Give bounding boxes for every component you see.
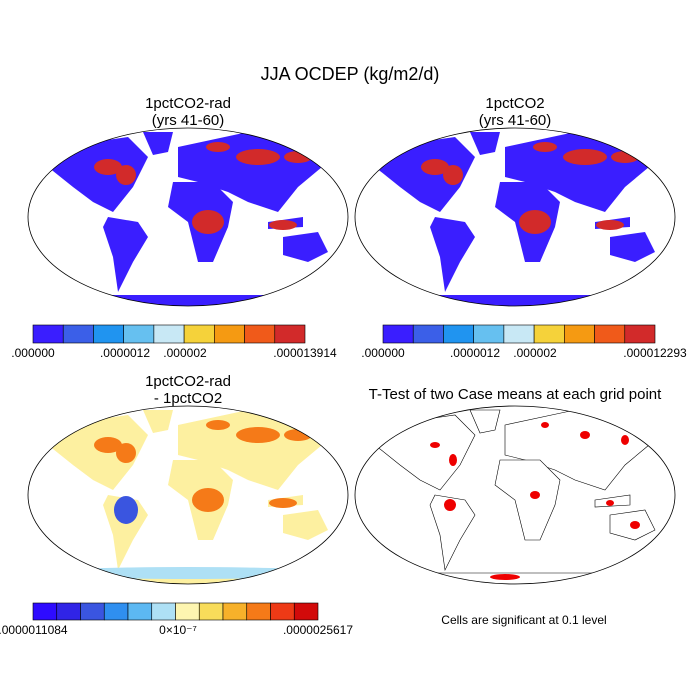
colorbar-label: .000002: [513, 346, 557, 360]
panel-title: (yrs 41-60): [479, 112, 552, 129]
colorbar-swatch: [151, 602, 176, 621]
colorbar: [32, 602, 319, 621]
colorbar-swatch: [246, 602, 271, 621]
map: [33, 410, 343, 584]
colorbar-swatch: [198, 602, 224, 621]
colorbar-label: .000013914: [273, 346, 337, 360]
colorbar-swatch: [503, 324, 535, 344]
colorbar-swatch: [293, 602, 319, 621]
panel-title: 1pctCO2-rad: [145, 95, 231, 112]
panel-title: 1pctCO2-rad: [145, 373, 231, 390]
panel-title: 1pctCO2: [485, 95, 544, 112]
colorbar-swatch: [222, 602, 248, 621]
colorbar: [32, 324, 306, 344]
colorbar-swatch: [594, 324, 626, 344]
colorbar-swatch: [412, 324, 444, 344]
colorbar-label: .0000025617: [283, 623, 353, 637]
colorbar-swatch: [56, 602, 81, 621]
colorbar-label: .000012293: [623, 346, 687, 360]
colorbar-label: .000002: [163, 346, 207, 360]
map-outline: [354, 127, 676, 307]
colorbar-swatch: [443, 324, 474, 344]
colorbar-label: .000000: [361, 346, 405, 360]
colorbar-swatch: [103, 602, 129, 621]
colorbar-swatch: [624, 324, 656, 344]
panel-title: T-Test of two Case means at each grid po…: [369, 386, 662, 403]
colorbar-swatch: [127, 602, 153, 621]
colorbar-swatch: [214, 324, 245, 344]
map-outline: [27, 127, 349, 307]
colorbar-swatch: [175, 602, 200, 621]
colorbar-label: .0000012: [450, 346, 500, 360]
panel-title: - 1pctCO2: [154, 390, 222, 407]
panel-title: (yrs 41-60): [152, 112, 225, 129]
colorbar-swatch: [473, 324, 505, 344]
colorbar-swatch: [244, 324, 276, 344]
map-outline: [27, 405, 349, 585]
map: [359, 409, 671, 584]
colorbar-swatch: [123, 324, 155, 344]
colorbar-swatch: [80, 602, 105, 621]
note: Cells are significant at 0.1 level: [441, 613, 606, 627]
figure-title: JJA OCDEP (kg/m2/d): [261, 64, 440, 84]
colorbar-swatch: [270, 602, 295, 621]
colorbar-swatch: [274, 324, 306, 344]
map: [33, 132, 343, 306]
colorbar-swatch: [153, 324, 185, 344]
colorbar-swatch: [183, 324, 215, 344]
colorbar-label: .0000012: [100, 346, 150, 360]
colorbar-swatch: [62, 324, 94, 344]
colorbar-swatch: [564, 324, 595, 344]
map: [360, 132, 670, 306]
colorbar: [382, 324, 656, 344]
colorbar-swatch: [382, 324, 414, 344]
colorbar-label: 0×10⁻⁷: [159, 623, 197, 637]
colorbar-label: .000000: [11, 346, 55, 360]
colorbar-label: .0000011084: [0, 623, 68, 637]
map-outline: [354, 405, 676, 585]
colorbar-swatch: [32, 324, 64, 344]
colorbar-swatch: [93, 324, 124, 344]
colorbar-swatch: [533, 324, 565, 344]
colorbar-swatch: [32, 602, 58, 621]
